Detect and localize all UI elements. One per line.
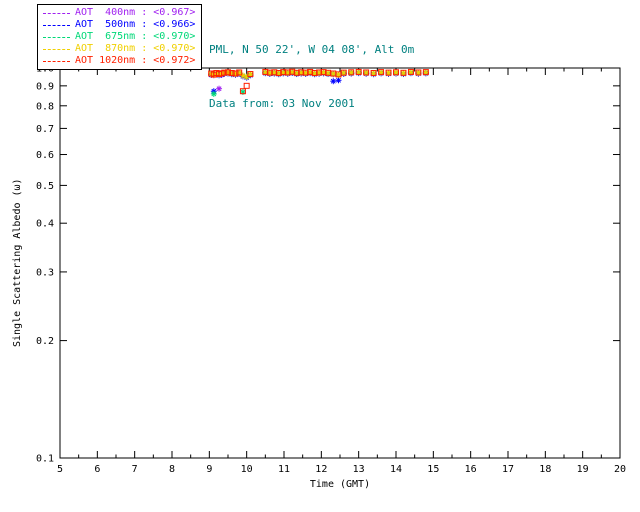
svg-text:16: 16 (465, 464, 477, 475)
svg-text:6: 6 (94, 464, 100, 475)
svg-text:15: 15 (427, 464, 439, 475)
svg-text:0.6: 0.6 (36, 150, 54, 161)
legend-item: AOT 870nm : <0.970> (43, 43, 195, 55)
svg-text:0.4: 0.4 (36, 219, 54, 230)
svg-text:19: 19 (577, 464, 589, 475)
svg-text:20: 20 (614, 464, 626, 475)
svg-text:0.3: 0.3 (36, 267, 54, 278)
svg-text:13: 13 (353, 464, 365, 475)
legend-line-swatch (43, 24, 70, 26)
station-info: PML, N 50 22', W 04 08', Alt 0m Data fro… (209, 5, 414, 149)
svg-text:11: 11 (278, 464, 290, 475)
legend-line-swatch (43, 60, 70, 62)
legend-item: AOT 1020nm : <0.972> (43, 55, 195, 67)
legend-item: AOT 400nm : <0.967> (43, 7, 195, 19)
svg-text:8: 8 (169, 464, 175, 475)
legend-line-swatch (43, 36, 70, 38)
svg-text:0.2: 0.2 (36, 336, 54, 347)
svg-text:7: 7 (132, 464, 138, 475)
data-date-line: Data from: 03 Nov 2001 (209, 97, 355, 110)
svg-text:0.9: 0.9 (36, 81, 54, 92)
svg-text:17: 17 (502, 464, 514, 475)
svg-text:0.8: 0.8 (36, 101, 54, 112)
x-axis-label: Time (GMT) (309, 479, 371, 490)
legend-label: AOT 1020nm : <0.972> (75, 55, 196, 66)
legend-item: AOT 500nm : <0.966> (43, 19, 195, 31)
svg-text:0.5: 0.5 (36, 181, 54, 192)
y-axis-label: Single Scattering Albedo (ω) (12, 178, 23, 348)
svg-text:12: 12 (315, 464, 327, 475)
legend-box: AOT 400nm : <0.967> AOT 500nm : <0.966> AO… (37, 4, 203, 70)
legend-label: AOT 400nm : <0.967> (75, 7, 196, 18)
legend-label: AOT 500nm : <0.966> (75, 19, 196, 30)
svg-text:9: 9 (206, 464, 212, 475)
svg-text:5: 5 (57, 464, 63, 475)
svg-text:10: 10 (241, 464, 253, 475)
legend-label: AOT 675nm : <0.970> (75, 31, 196, 42)
svg-text:0.7: 0.7 (36, 124, 54, 135)
svg-text:14: 14 (390, 464, 402, 475)
legend-line-swatch (43, 12, 70, 14)
legend-line-swatch (43, 48, 70, 50)
series-aot-1020nm (208, 68, 429, 95)
svg-text:0.1: 0.1 (36, 454, 54, 465)
legend-item: AOT 675nm : <0.970> (43, 31, 195, 43)
legend-label: AOT 870nm : <0.970> (75, 43, 196, 54)
svg-text:18: 18 (539, 464, 551, 475)
station-location-line: PML, N 50 22', W 04 08', Alt 0m (209, 43, 415, 56)
